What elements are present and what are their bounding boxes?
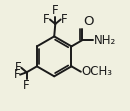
Text: F: F: [13, 68, 20, 81]
Text: F: F: [52, 4, 59, 17]
Text: NH₂: NH₂: [93, 34, 116, 47]
Text: F: F: [61, 13, 68, 26]
Text: F: F: [43, 13, 49, 26]
Text: F: F: [23, 79, 30, 92]
Text: OCH₃: OCH₃: [81, 65, 112, 78]
Text: F: F: [15, 61, 21, 74]
Text: O: O: [83, 15, 93, 28]
